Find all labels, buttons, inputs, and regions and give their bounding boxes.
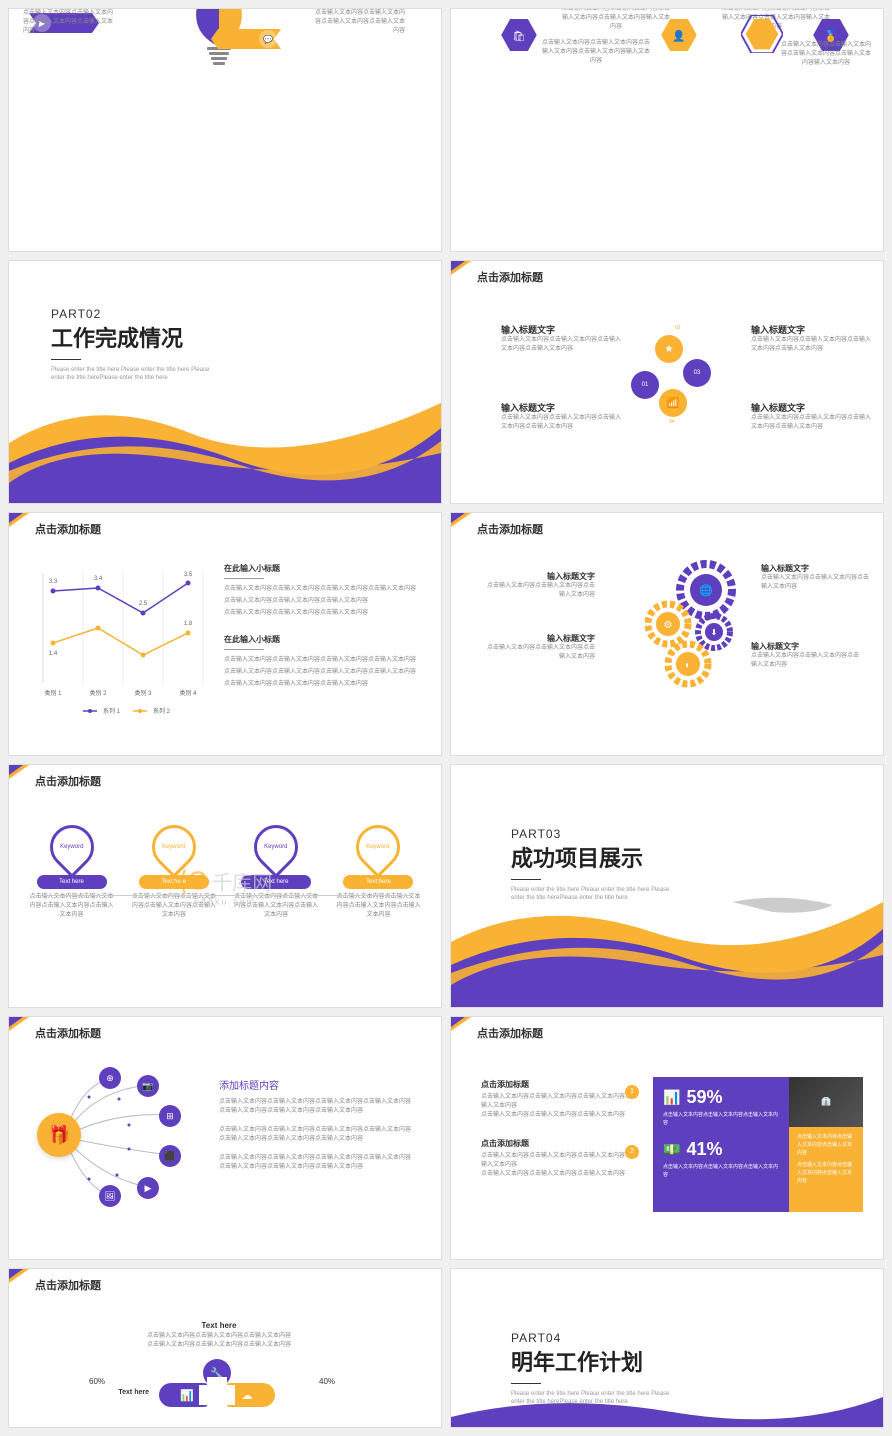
mindmap-node: 📷 [137,1075,159,1097]
part02-sub: Please enter the title here Please enter… [51,366,221,383]
slide-part02: PART02 工作完成情况 Please enter the title her… [8,260,442,504]
mindmap-node: ⊕ [99,1067,121,1089]
slide-bulb: ▶ 💬 点击输入文本内容点击输入文本内容点击输入文本内容点击输入文本内容 点击输… [8,8,442,252]
pin-row: Keyword Text here 点击输入文本内容点击输入文本内容点击输入文本… [29,825,421,920]
stat-dot-1: 1 [625,1085,639,1099]
slide-mindmap: 点击添加标题 🎁 ⊕ 📷 ⊞ ⬛ ▶ 🖼 添加标题内容 点击输入文本内容点击输入… [8,1016,442,1260]
blob-02: ★ [655,335,683,363]
mindmap-node: 🖼 [99,1185,121,1207]
slide-hex: 点击输入文本内容点击输入文本内容点击输入文本内容点击输入文本内容输入文本内容 点… [450,8,884,252]
blob-cluster: 01 ★ 03 📶 02 04 [631,331,731,431]
stat-panel: 📊59% 点击输入文本内容点击输入文本内容点击输入文本内容 💵41% 点击输入文… [653,1077,863,1212]
pin-item: Keyword Text here 点击输入文本内容点击输入文本内容点击输入文本… [29,825,114,920]
svg-text:3.5: 3.5 [184,572,193,578]
part02-label: PART02 [51,307,221,321]
svg-text:类别 3: 类别 3 [134,689,152,697]
svg-text:类别 1: 类别 1 [44,689,62,697]
mindmap-diagram: 🎁 ⊕ 📷 ⊞ ⬛ ▶ 🖼 [29,1057,199,1217]
svg-text:类别 4: 类别 4 [179,689,197,697]
pin-item: Keyword Text here 点击输入文本内容点击输入文本内容点击输入文本… [234,825,319,920]
wave-decoration [451,887,883,1007]
mindmap-node: ▶ [137,1177,159,1199]
mindmap-node: ⬛ [159,1145,181,1167]
svg-text:1.4: 1.4 [49,651,58,657]
blob-01: 01 [631,371,659,399]
percent-left: 60% [89,1377,105,1386]
blob-04: 📶 [659,389,687,417]
svg-text:👤: 👤 [672,29,685,42]
svg-text:🌐: 🌐 [699,584,713,597]
slide-pins: 点击添加标题 Keyword Text here 点击输入文本内容点击输入文本内… [8,764,442,1008]
hex-2: 👤 [661,19,697,51]
wave-decoration [451,1387,883,1428]
line-chart: 3.3 3.4 2.5 3.5 1.4 1.8 类别 1 类别 2 类别 3 类… [33,563,208,723]
gear-cluster: 🌐 ⚙ ⬇ ◐ [596,558,756,698]
svg-text:3.4: 3.4 [94,576,103,582]
svg-text:⚙: ⚙ [664,620,673,631]
svg-text:系列 1: 系列 1 [103,707,121,715]
svg-text:类别 2: 类别 2 [89,689,107,697]
wave-decoration [9,383,441,503]
svg-text:🛍: 🛍 [512,29,526,42]
slide-grid: ▶ 💬 点击输入文本内容点击输入文本内容点击输入文本内容点击输入文本内容 点击输… [0,0,892,1436]
slide-stats: 点击添加标题 点击添加标题 点击输入文本内容点击输入文本内容点击输入文本内容点击… [450,1016,884,1260]
hex-3 [741,15,783,53]
slide-part04: PART04 明年工作计划 Please enter the title her… [450,1268,884,1428]
bulb-text-right: 点击输入文本内容点击输入文本内容点击输入文本内容点击输入文本内容 [315,9,405,36]
slide-cross: 点击添加标题 Text here 点击输入文本内容点击输入文本内容点击输入文本内… [8,1268,442,1428]
slide-gears: 点击添加标题 🌐 ⚙ ⬇ ◐ 输入标题文字 点击输入文本内容点击输入文本内容点击… [450,512,884,756]
blob-03: 03 [683,359,711,387]
pin-item: Keyword Text here 点击输入文本内容点击输入文本内容点击输入文本… [131,825,216,920]
stat-dot-2: 2 [625,1145,639,1159]
mindmap-node: ⊞ [159,1105,181,1127]
bulb-text-left: 点击输入文本内容点击输入文本内容点击输入文本内容点击输入文本内容 [23,9,113,36]
svg-text:⬇: ⬇ [711,628,718,637]
slide-linechart: 点击添加标题 3.3 3.4 2.5 3.5 1.4 1.8 类别 1 类别 2… [8,512,442,756]
mindmap-center: 🎁 [37,1113,81,1157]
cross-diagram: 🔧 📊 ☁ [159,1359,279,1428]
svg-text:2.5: 2.5 [139,601,148,607]
businessman-image: 👔 [789,1077,863,1127]
hex-1: 🛍 [501,19,537,51]
svg-text:3.3: 3.3 [49,579,58,585]
part02-heading: 工作完成情况 [51,321,221,353]
svg-text:系列 2: 系列 2 [153,707,171,715]
svg-text:1.8: 1.8 [184,621,193,627]
pin-item: Keyword Text here 点击输入文本内容点击输入文本内容点击输入文本… [336,825,421,920]
slide-part03: PART03 成功项目展示 Please enter the title her… [450,764,884,1008]
svg-text:◐: ◐ [685,660,691,671]
percent-right: 40% [319,1377,335,1386]
slide-blobs: 点击添加标题 01 ★ 03 📶 02 04 输入标题文字 点击输入文本内容点击… [450,260,884,504]
